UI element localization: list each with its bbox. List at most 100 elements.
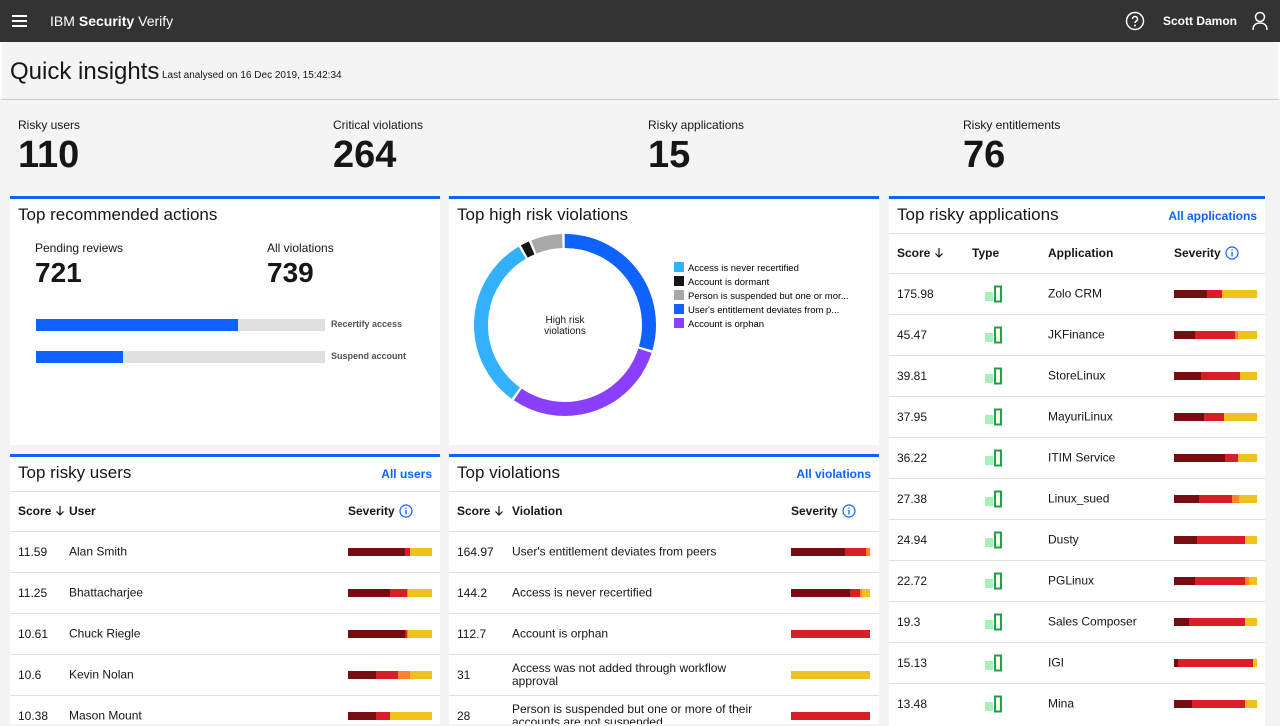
menu-icon[interactable] [12,13,28,29]
info-circle [399,504,413,518]
severity-segment [1225,454,1238,462]
severity-bar [348,671,432,679]
table-divider [889,437,1265,438]
column-header-text: Severity [348,504,395,518]
severity-bar [791,630,870,638]
severity-segment [1198,495,1233,503]
severity-segment [348,589,390,597]
stat-value: 739 [267,257,314,288]
legend-label: Account is orphan [688,319,764,330]
metric-label: Critical violations [333,118,424,132]
severity-segment [1234,331,1238,339]
metric-value: 15 [648,134,691,176]
user-icon[interactable] [1250,11,1270,31]
severity-segment [859,589,863,597]
title-bar: Quick insights Last analysed on 16 Dec 2… [0,42,1280,100]
severity-bar [348,548,432,556]
type-icon-part [985,497,993,506]
help-icon[interactable] [1125,11,1145,31]
score: 13.48 [897,697,928,711]
severity-segment [1248,577,1257,585]
type-icon [985,408,1002,426]
severity-segment [375,712,390,720]
severity-segment [791,712,870,720]
legend-swatch [674,318,684,328]
row-name: JKFinance [1048,327,1105,342]
column-header-text: Type [972,246,1000,260]
severity-segment [406,630,409,638]
metric-label: Risky applications [648,118,745,132]
severity-segment [1207,290,1223,298]
stat-label: All violations [267,241,334,255]
severity-segment [1194,577,1245,585]
table-divider [449,613,879,614]
severity-segment [844,548,867,556]
table-divider [889,642,1265,643]
severity-bar [1174,454,1257,462]
type-icon-part [994,408,1002,426]
donut-segment [564,234,656,351]
type-icon-part [994,695,1002,713]
progress-track [36,319,325,331]
column-header: User [69,504,96,518]
severity-segment [1237,454,1257,462]
column-header: Violation [512,504,562,518]
card-title: Top risky users [18,463,132,482]
card-title: Top high risk violations [457,205,629,224]
metric-value: 264 [333,134,397,176]
severity-segment [348,712,376,720]
severity-segment [1238,495,1257,503]
info-dot [1231,252,1233,257]
type-icon [985,695,1002,713]
sort-icon [935,248,944,258]
column-header-text: Severity [1174,246,1221,260]
type-icon-part [985,456,993,465]
severity-bar [1174,290,1257,298]
info-dot [848,507,850,509]
score: 28 [457,709,471,723]
brand-product: Security [78,13,135,29]
score: 164.97 [457,545,494,559]
type-icon-part [994,367,1002,385]
row-name: Sales Composer [1048,614,1137,629]
donut-segment [531,234,563,254]
card-link[interactable]: All violations [796,467,871,481]
column-header: Severity [1174,246,1239,260]
severity-segment [348,671,376,679]
type-icon [985,326,1002,344]
table-divider [889,314,1265,315]
severity-segment [405,630,407,638]
row-name: Mina [1048,696,1075,711]
score: 39.81 [897,369,928,383]
severity-segment [1174,413,1204,421]
score: 112.7 [457,627,487,641]
severity-segment [791,671,870,679]
type-icon-part [994,531,1002,549]
info-dot [848,510,850,515]
row-name: Bhattacharjee [69,585,144,600]
severity-segment [1197,536,1246,544]
user-name[interactable]: Scott Damon [1163,14,1238,28]
info-dot [1231,249,1233,251]
score: 24.94 [897,533,928,547]
legend-swatch [674,262,684,272]
card-link[interactable]: All users [381,467,432,481]
row-name: Kevin Nolan [69,667,134,682]
score: 36.22 [897,451,928,465]
severity-segment [408,630,432,638]
donut-chart: Access is never recertified Account is do… [474,234,849,416]
table-divider [889,519,1265,520]
type-icon-part [994,326,1002,344]
severity-bar [1174,618,1257,626]
column-header: Severity [791,504,856,518]
card-link[interactable]: All applications [1168,209,1257,223]
table-divider [10,654,440,655]
row-name: Access is never recertified [512,585,653,600]
severity-bar [1174,331,1257,339]
type-icon-part [985,661,993,670]
score: 27.38 [897,492,928,506]
table-divider [889,273,1265,274]
donut-segment [513,348,652,416]
legend-label: Access is never recertified [688,263,799,274]
